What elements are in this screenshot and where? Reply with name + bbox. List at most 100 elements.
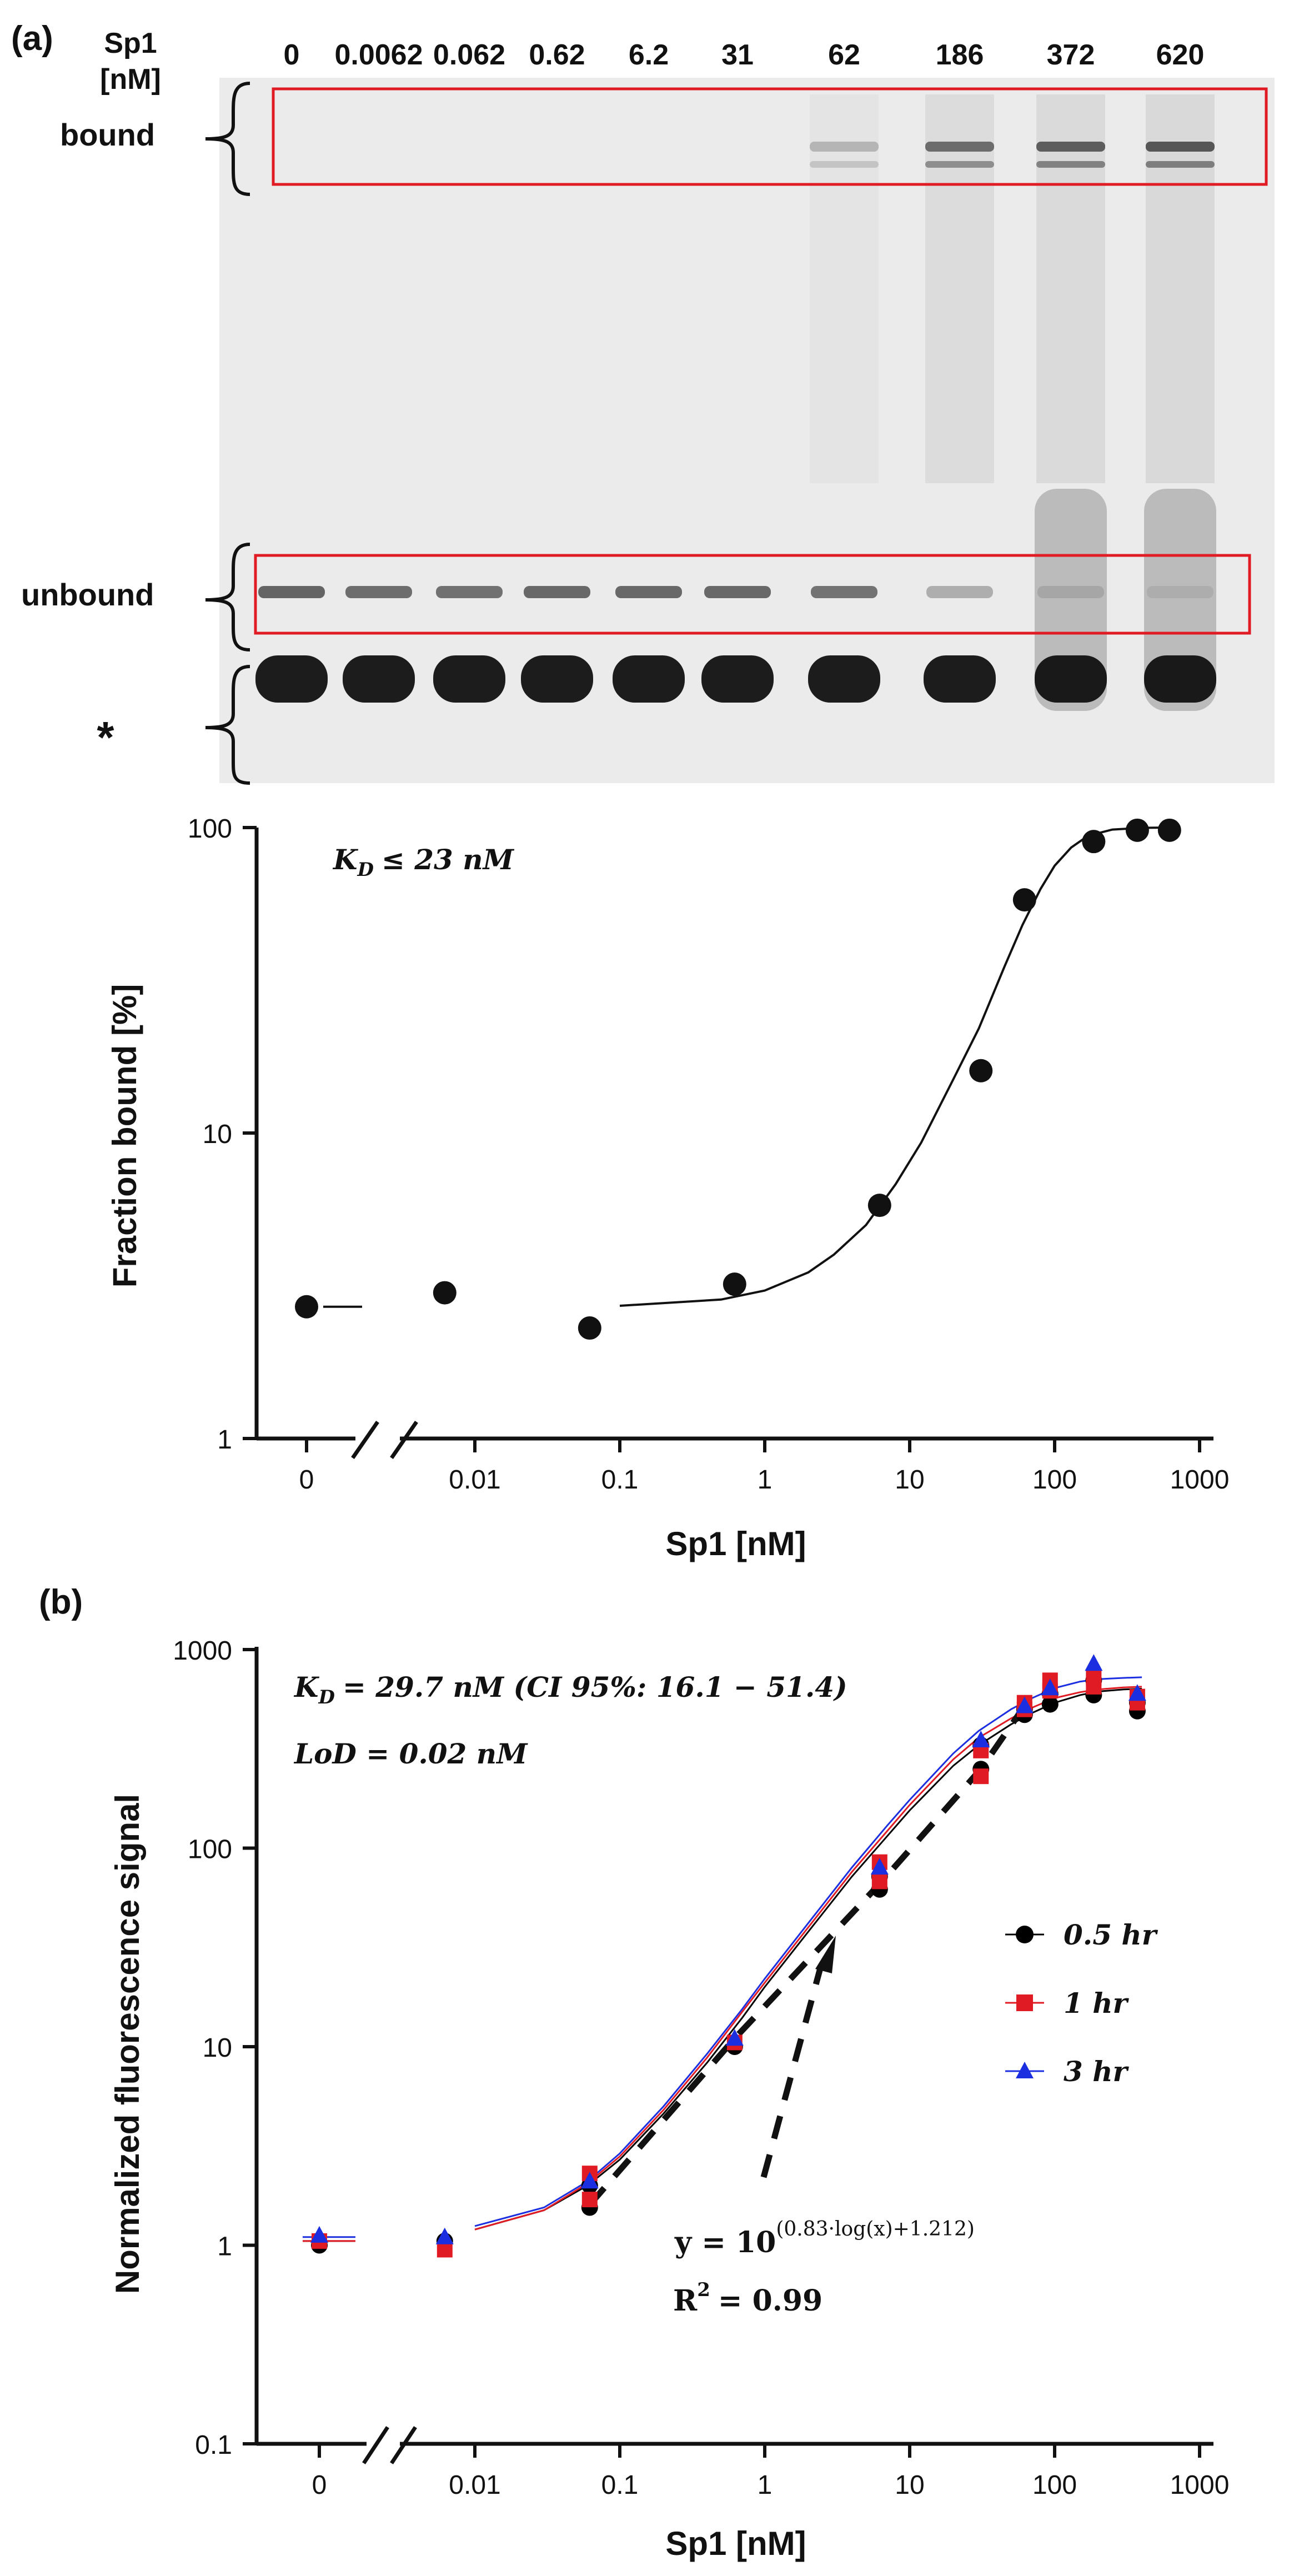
panel-label-a: (a) bbox=[11, 19, 53, 58]
unbound-band bbox=[524, 586, 590, 598]
chart1-y-tick-label: 100 bbox=[188, 814, 232, 844]
free-probe-band bbox=[255, 655, 328, 703]
unbound-brace bbox=[205, 543, 250, 651]
chart2-y-tick-label: 1000 bbox=[173, 1636, 232, 1666]
free-probe-band bbox=[924, 655, 996, 703]
chart2-x-tick-label: 1000 bbox=[1170, 2470, 1230, 2500]
bound-smear bbox=[925, 94, 994, 483]
free-probe-brace bbox=[205, 665, 250, 785]
chart2-x-axis-label: Sp1 [nM] bbox=[665, 2525, 806, 2562]
chart2-ticks: 0 0.01 0.1 1 10 100 1000 0.1 1 10 100 1000 bbox=[173, 1636, 1229, 2500]
chart2-r-squared: R2 = 0.99 bbox=[673, 2279, 822, 2318]
bound-band bbox=[810, 161, 879, 168]
gel-concentration-header: Sp1 bbox=[104, 27, 157, 59]
chart1-x-tick-label: 10 bbox=[895, 1465, 924, 1495]
bound-smear bbox=[1146, 94, 1215, 483]
chart2-y-tick-label: 1 bbox=[217, 2232, 232, 2262]
lane-label: 0.62 bbox=[529, 39, 585, 71]
chart1-x-tick-label: 0.01 bbox=[449, 1465, 500, 1495]
chart1-axis-break bbox=[351, 1421, 379, 1459]
gel-lane-labels: 0 0.0062 0.062 0.62 6.2 31 62 186 372 620 bbox=[284, 39, 1205, 71]
lane-label: 0.0062 bbox=[334, 39, 423, 71]
free-probe-band bbox=[433, 655, 505, 703]
chart1-data-point bbox=[295, 1295, 318, 1319]
unbound-band bbox=[258, 586, 325, 598]
legend-label: 3 hr bbox=[1064, 2055, 1130, 2088]
chart2-x-tick-label: 100 bbox=[1032, 2470, 1077, 2500]
chart2-fit-curve bbox=[474, 1676, 1142, 2227]
smear bbox=[1035, 489, 1107, 711]
chart2-fit-curve bbox=[474, 1686, 1142, 2231]
free-probe-band bbox=[808, 655, 880, 703]
chart1-data-point bbox=[433, 1281, 457, 1305]
chart2-y-tick-label: 10 bbox=[203, 2033, 232, 2063]
chart2-data-point bbox=[581, 2192, 598, 2208]
legend-marker bbox=[1016, 2062, 1034, 2078]
chart2-data-point bbox=[1086, 1670, 1102, 1686]
chart2-data-point bbox=[437, 2242, 453, 2258]
lane-label: 372 bbox=[1047, 39, 1095, 71]
chart2-data-point bbox=[972, 1730, 990, 1747]
free-probe-band bbox=[1144, 655, 1216, 703]
bound-smear bbox=[1036, 94, 1105, 483]
chart2-x-tick-label: 0.01 bbox=[449, 2470, 500, 2500]
chart2-data-point bbox=[871, 1873, 887, 1890]
unbound-band bbox=[1037, 586, 1104, 598]
unbound-box bbox=[254, 554, 1251, 635]
chart1-data-point bbox=[1082, 830, 1106, 854]
unbound-band bbox=[436, 586, 503, 598]
bound-band bbox=[810, 142, 879, 152]
bound-band bbox=[1036, 142, 1105, 152]
bound-band bbox=[925, 161, 994, 168]
panel-label-b: (b) bbox=[39, 1583, 83, 1621]
chart1-data-point bbox=[969, 1059, 993, 1082]
chart2-axis-break bbox=[362, 2426, 389, 2464]
free-probe-label: * bbox=[97, 713, 114, 762]
chart-fraction-bound: 0 0.01 0.1 1 10 100 1000 1 10 100 Fraction bound … bbox=[106, 814, 1229, 1562]
unbound-band bbox=[1147, 586, 1213, 598]
chart2-x-tick-label: 10 bbox=[895, 2470, 924, 2500]
chart2-x-tick-label: 0.1 bbox=[601, 2470, 639, 2500]
chart1-data-point bbox=[867, 1194, 891, 1217]
lane-label: 0.062 bbox=[433, 39, 505, 71]
bound-band bbox=[925, 142, 994, 152]
chart2-y-tick-label: 100 bbox=[188, 1835, 232, 1865]
bound-brace bbox=[205, 82, 250, 196]
bound-label: bound bbox=[60, 117, 155, 152]
lane-label: 186 bbox=[936, 39, 984, 71]
chart1-x-tick-label: 1 bbox=[758, 1465, 773, 1495]
chart1-data-point bbox=[1125, 818, 1149, 842]
chart2-x-tick-label: 0 bbox=[312, 2470, 327, 2500]
chart2-data-point bbox=[725, 2029, 744, 2046]
chart2-data-point bbox=[1041, 1678, 1059, 1696]
bound-band bbox=[1146, 161, 1215, 168]
legend-marker bbox=[1016, 1994, 1033, 2011]
chart1-ticks: 0 0.01 0.1 1 10 100 1000 1 10 100 bbox=[188, 814, 1229, 1495]
free-probe-band bbox=[1035, 655, 1107, 703]
chart2-axis-break bbox=[390, 2426, 417, 2464]
lane-label: 0 bbox=[284, 39, 300, 71]
chart2-fit-curve bbox=[474, 1688, 1142, 2231]
chart1-x-tick-label: 0.1 bbox=[601, 1465, 639, 1495]
chart2-y-tick-label: 0.1 bbox=[195, 2430, 232, 2460]
gel-panel: (a) Sp1 [nM] 0 0.0062 0.062 0.62 6.2 31 62 186 3… bbox=[11, 19, 1275, 785]
chart1-x-tick-label: 100 bbox=[1032, 1465, 1077, 1495]
lane-label: 31 bbox=[721, 39, 754, 71]
bound-band bbox=[1036, 161, 1105, 168]
lane-label: 62 bbox=[828, 39, 860, 71]
chart2-data-point bbox=[435, 2227, 454, 2244]
legend-label: 0.5 hr bbox=[1064, 1918, 1158, 1951]
chart1-y-axis-label: Fraction bound [%] bbox=[106, 984, 143, 1288]
free-probe-band bbox=[343, 655, 415, 703]
chart1-data-point bbox=[1012, 888, 1036, 912]
unbound-band bbox=[926, 586, 993, 598]
chart2-x-tick-label: 1 bbox=[758, 2470, 773, 2500]
unbound-band bbox=[811, 586, 877, 598]
free-probe-band bbox=[613, 655, 685, 703]
chart2-data-point bbox=[870, 1858, 889, 1875]
bound-smear bbox=[810, 94, 879, 483]
bound-band bbox=[1146, 142, 1215, 152]
equation-arrow bbox=[760, 1965, 824, 2178]
legend-label: 1 hr bbox=[1064, 1987, 1130, 2019]
